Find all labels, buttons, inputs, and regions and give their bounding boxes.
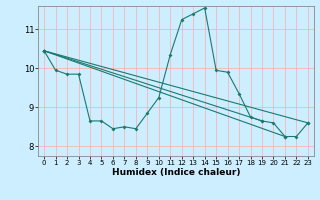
X-axis label: Humidex (Indice chaleur): Humidex (Indice chaleur) — [112, 168, 240, 177]
